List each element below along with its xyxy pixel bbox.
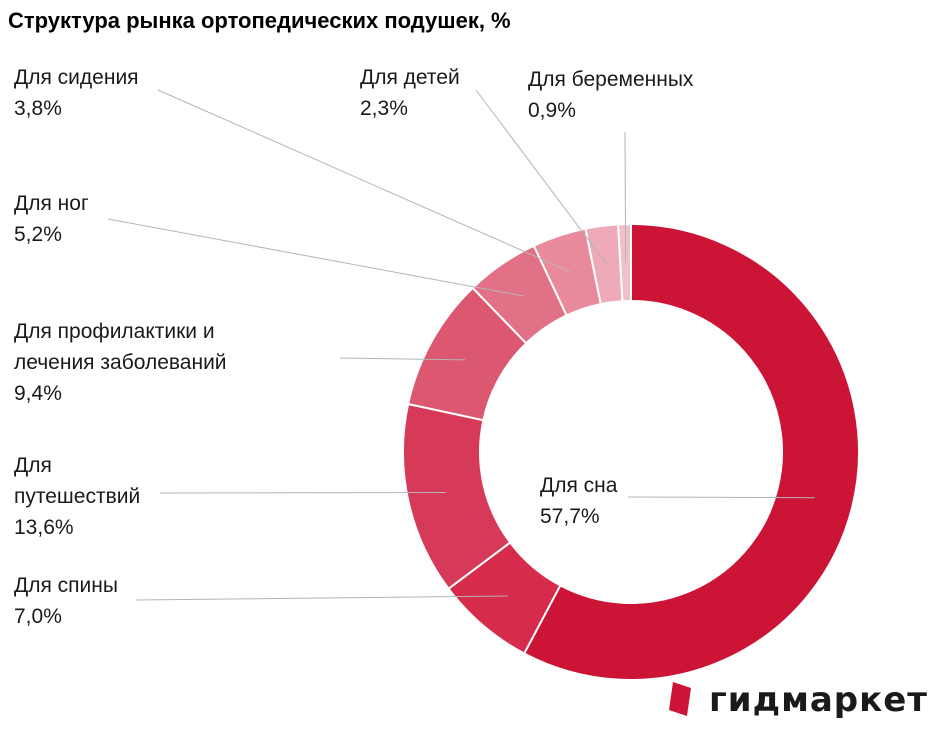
brand-logo: гидмаркет — [665, 680, 928, 720]
slice-name: Для спины — [14, 574, 118, 597]
slice-label: Для беременных 0,9% — [528, 68, 694, 122]
slice-8 — [617, 222, 632, 303]
slice-label: Для профилактики и лечения заболеваний 9,4… — [14, 320, 227, 405]
logo-text: гидмаркет — [709, 680, 928, 720]
slice-1 — [522, 222, 860, 681]
slice-value: 7,0% — [14, 605, 62, 628]
slice-name: Для ног — [14, 192, 89, 215]
leader-line — [107, 218, 524, 297]
slice-name: Для беременных — [528, 68, 694, 91]
slice-value: 5,2% — [14, 223, 62, 246]
slice-name: Для сна — [540, 474, 618, 497]
slice-name: Для сидения — [14, 66, 139, 89]
slice-name: Для — [14, 454, 52, 477]
slice-label: Для детей 2,3% — [360, 66, 460, 120]
slice-label: Для путешествий 13,6% — [14, 454, 140, 539]
slice-value: 57,7% — [540, 505, 600, 528]
leader-line — [475, 89, 608, 265]
slice-name: лечения заболеваний — [14, 351, 227, 374]
slice-name: Для детей — [360, 66, 460, 89]
slice-value: 2,3% — [360, 97, 408, 120]
slice-value: 0,9% — [528, 99, 576, 122]
slice-value: 9,4% — [14, 382, 62, 405]
slice-label: Для ног 5,2% — [14, 192, 89, 246]
leader-line — [157, 89, 572, 273]
leader-line — [627, 496, 815, 499]
chart-title: Структура рынка ортопедических подушек, … — [8, 8, 511, 33]
leader-line — [624, 131, 627, 263]
logo-mark-icon — [669, 682, 692, 716]
slice-label: Для сидения 3,8% — [14, 66, 139, 120]
slice-label: Для сна 57,7% — [540, 474, 618, 528]
leader-line — [339, 357, 466, 361]
slice-value: 13,6% — [14, 516, 74, 539]
slice-value: 3,8% — [14, 97, 62, 120]
slice-name: Для профилактики и — [14, 320, 215, 343]
slice-name: путешествий — [14, 485, 140, 508]
slice-label: Для спины 7,0% — [14, 574, 118, 628]
leader-line — [135, 595, 508, 601]
